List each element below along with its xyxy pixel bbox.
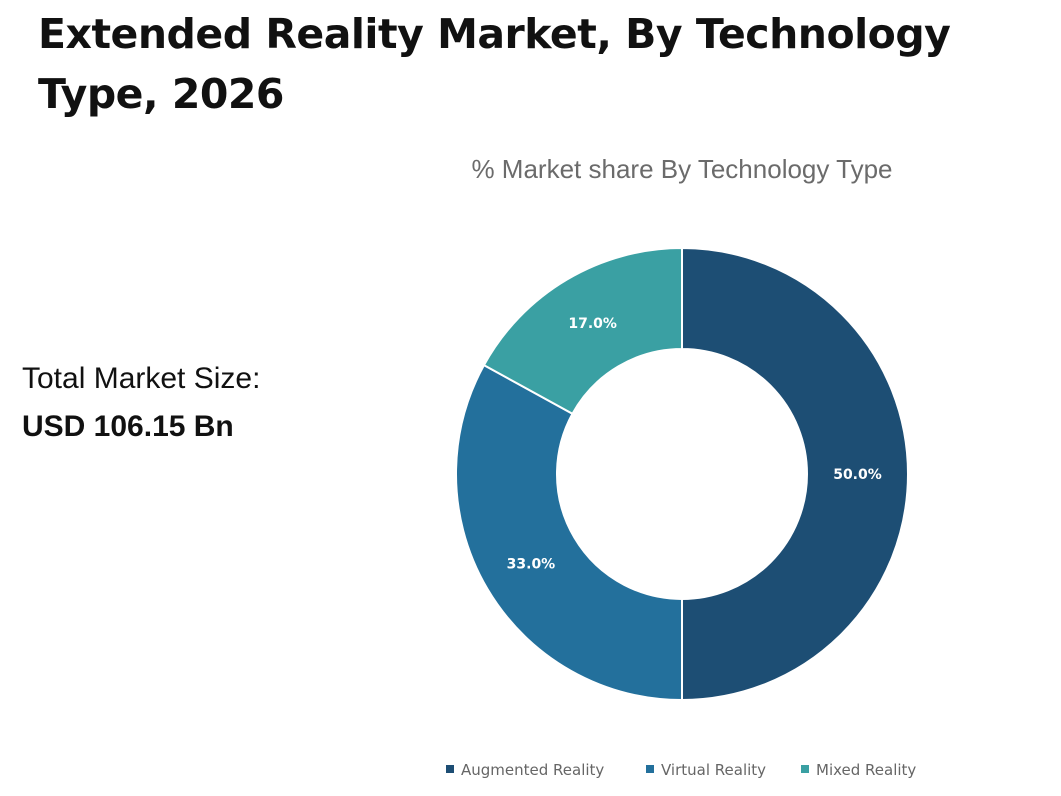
data-label: 33.0% [507,556,556,572]
slice-mixed-reality [482,246,683,416]
legend-label: Virtual Reality [661,761,766,779]
legend-swatch [446,765,454,773]
data-label: 50.0% [833,467,882,483]
legend-item: Virtual Reality [646,761,766,779]
legend-item: Augmented Reality [446,761,604,779]
slice-augmented-reality [681,246,909,702]
slice-virtual-reality [455,363,683,702]
total-market-size-label: Total Market Size: [22,362,261,395]
legend-item: Mixed Reality [801,761,916,779]
chart-title: % Market share By Technology Type [471,154,893,184]
page-title: Extended Reality Market, By Technology T… [38,10,951,118]
legend-label: Augmented Reality [461,761,604,779]
total-market-size-value: USD 106.15 Bn [22,410,234,443]
legend-label: Mixed Reality [816,761,916,779]
legend-swatch [801,765,809,773]
data-label: 17.0% [568,316,617,332]
legend-swatch [646,765,654,773]
